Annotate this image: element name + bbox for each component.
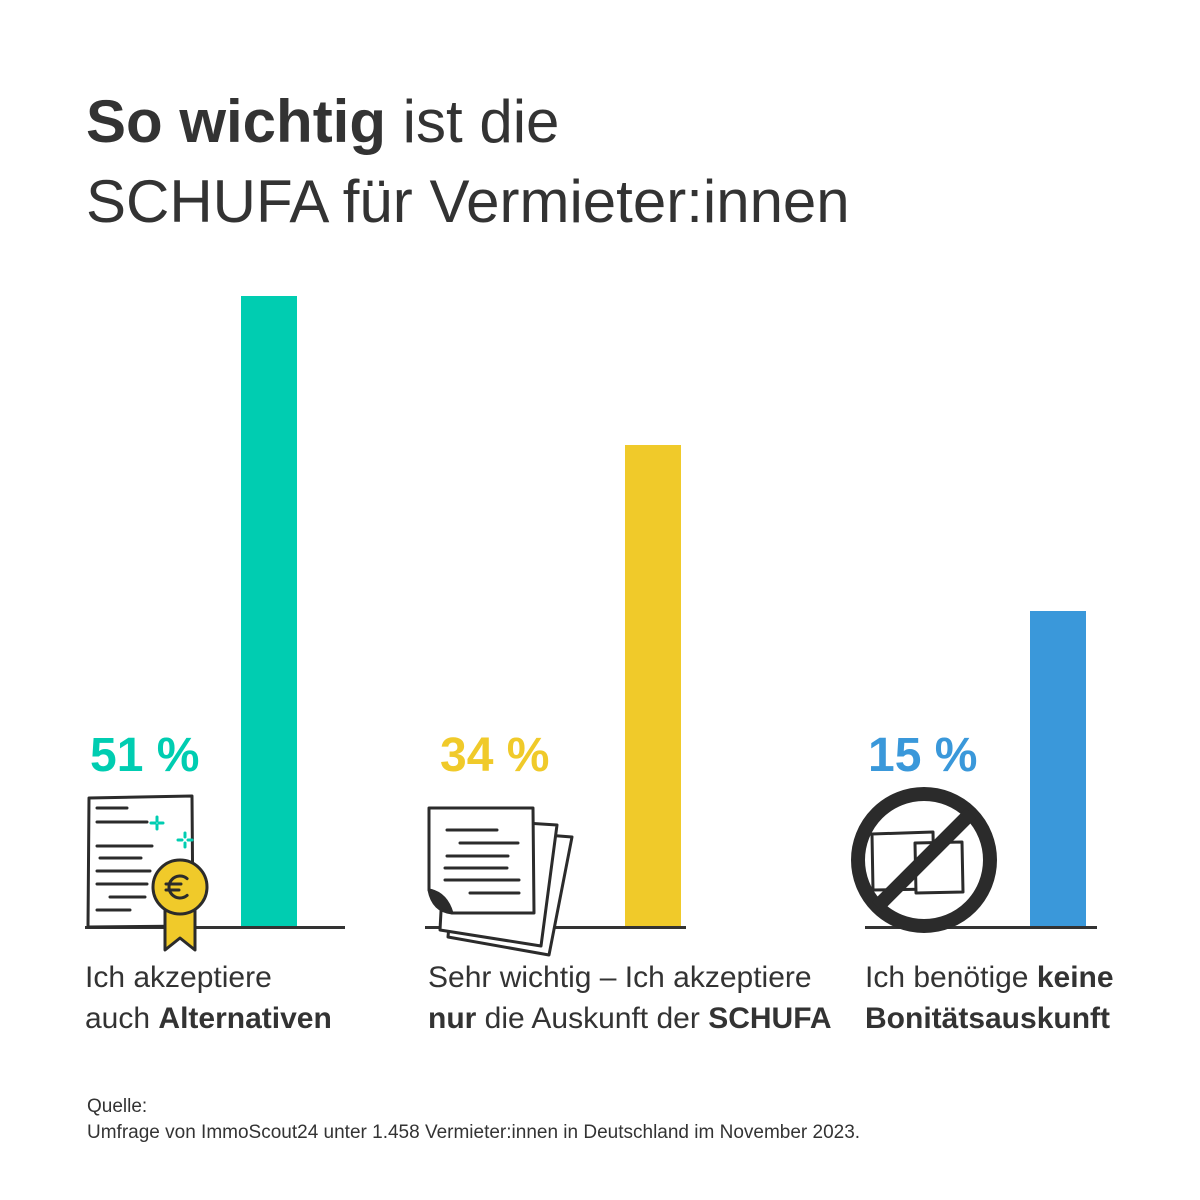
emphasis-text: Bonitätsauskunft bbox=[865, 1002, 1111, 1035]
sparkle bbox=[149, 815, 194, 849]
source-note: Quelle: Umfrage von ImmoScout24 unter 1.… bbox=[87, 1094, 860, 1146]
page-curl bbox=[427, 888, 454, 915]
chart-title: So wichtig ist die SCHUFA für Vermieter:… bbox=[86, 88, 850, 235]
source-label: Quelle: bbox=[87, 1096, 148, 1117]
prohibition-ring bbox=[851, 787, 997, 933]
prohibition-slash bbox=[872, 808, 976, 912]
emphasis-text: keine bbox=[1036, 961, 1114, 994]
bar-nur-schufa bbox=[625, 444, 681, 927]
euro-sign bbox=[164, 874, 189, 900]
certificate-euro-icon bbox=[86, 794, 209, 952]
category-label: Sehr wichtig – Ich akzeptiere nur die Au… bbox=[428, 961, 832, 1035]
baseline bbox=[865, 926, 1097, 929]
document-stack-icon bbox=[427, 806, 574, 957]
text-lines bbox=[95, 806, 154, 912]
value-label: 51 % bbox=[90, 729, 200, 782]
emphasis-text: SCHUFA bbox=[708, 1002, 832, 1035]
front-sheet bbox=[427, 806, 536, 915]
source-text: Umfrage von ImmoScout24 unter 1.458 Verm… bbox=[87, 1122, 861, 1143]
emphasis-text: nur bbox=[428, 1002, 477, 1035]
value-label: 15 % bbox=[868, 729, 978, 782]
category-label: Ich akzeptiere auch Alternativen bbox=[85, 961, 332, 1035]
category-label: Ich benötige keine Bonitätsauskunft bbox=[865, 961, 1114, 1035]
emphasis-text: Alternativen bbox=[158, 1002, 332, 1035]
emphasis-text: So wichtig bbox=[86, 88, 386, 155]
text-lines bbox=[443, 828, 521, 895]
bar-keine-bonitaetsauskunft bbox=[1030, 611, 1086, 927]
value-label: 34 % bbox=[440, 729, 550, 782]
baseline bbox=[85, 926, 345, 929]
no-documents-icon bbox=[851, 787, 997, 933]
medal bbox=[151, 858, 209, 916]
bar-alternativen bbox=[241, 295, 297, 927]
